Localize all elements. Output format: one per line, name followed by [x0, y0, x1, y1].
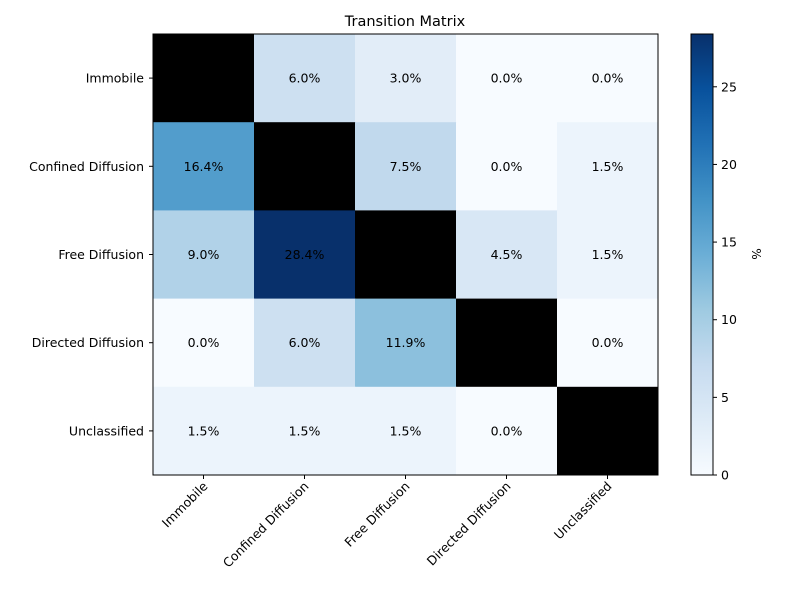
heatmap-cell: [153, 298, 255, 388]
cell-value-label: 6.0%: [289, 335, 321, 350]
y-tick-label-unclassified: Unclassified: [69, 423, 144, 438]
y-tick-label-confined-diffusion: Confined Diffusion: [29, 159, 144, 174]
y-tick-label-directed-diffusion: Directed Diffusion: [32, 335, 144, 350]
x-tick-label-free-diffusion: Free Diffusion: [341, 479, 412, 550]
heatmap-cell: [456, 210, 558, 300]
colorbar-tick-label: 0: [721, 468, 729, 483]
colorbar-ticks: 0 5 10 15 20 25: [713, 79, 737, 483]
heatmap-cell: [355, 210, 457, 300]
colorbar-label: %: [749, 248, 763, 259]
heatmap-cell: [254, 298, 356, 388]
heatmap-cell: [557, 386, 659, 476]
heatmap-cell: [456, 34, 558, 123]
cell-value-label: 11.9%: [386, 335, 426, 350]
cell-value-label: 0.0%: [188, 335, 220, 350]
heatmap-cell: [254, 210, 356, 300]
heatmap-cell: [456, 298, 558, 388]
x-tick-label-directed-diffusion: Directed Diffusion: [424, 479, 514, 569]
y-axis: Immobile Confined Diffusion Free Diffusion…: [29, 71, 153, 438]
heatmap-cell: [153, 386, 255, 476]
heatmap-cell: [153, 122, 255, 211]
heatmap-cell: [254, 122, 356, 211]
heatmap-cell: [557, 298, 659, 388]
cell-value-label: 9.0%: [188, 247, 220, 262]
cell-value-label: 1.5%: [592, 159, 624, 174]
colorbar-frame: [690, 33, 714, 476]
colorbar-gradient: [691, 34, 713, 475]
heatmap-cell-labels: 6.0% 3.0% 0.0% 0.0% 16.4% 7.5% 0.0% 1.5% 9.0% 28.…: [184, 71, 624, 439]
heatmap-cell: [355, 34, 457, 123]
cell-value-label: 0.0%: [491, 423, 523, 438]
heatmap-cell: [557, 122, 659, 211]
heatmap-cell: [355, 298, 457, 388]
cell-value-label: 3.0%: [390, 71, 422, 86]
heatmap-cells: [153, 34, 659, 476]
cell-value-label: 1.5%: [289, 423, 321, 438]
cell-value-label: 28.4%: [285, 247, 325, 262]
x-tick-label-confined-diffusion: Confined Diffusion: [220, 479, 312, 571]
heatmap-cell: [456, 122, 558, 211]
x-tick-label-immobile: Immobile: [159, 478, 211, 530]
colorbar-tick-label: 25: [721, 79, 737, 94]
colorbar-tick-label: 10: [721, 312, 737, 327]
colorbar-tick-label: 15: [721, 235, 737, 250]
heatmap-cell: [153, 34, 255, 123]
x-axis: Immobile Confined Diffusion Free Diffusion…: [159, 475, 615, 570]
heatmap-cell: [355, 386, 457, 476]
heatmap-cell: [254, 34, 356, 123]
cell-value-label: 16.4%: [184, 159, 224, 174]
cell-value-label: 0.0%: [491, 159, 523, 174]
chart-title: Transition Matrix: [344, 14, 466, 30]
cell-value-label: 1.5%: [592, 247, 624, 262]
heatmap-cell: [153, 210, 255, 300]
y-tick-label-free-diffusion: Free Diffusion: [58, 247, 144, 262]
heatmap-cell: [557, 210, 659, 300]
y-tick-label-immobile: Immobile: [86, 71, 145, 86]
colorbar: 0 5 10 15 20 25 %: [690, 33, 763, 483]
cell-value-label: 1.5%: [188, 423, 220, 438]
x-tick-label-unclassified: Unclassified: [551, 479, 615, 543]
cell-value-label: 0.0%: [592, 71, 624, 86]
cell-value-label: 0.0%: [592, 335, 624, 350]
colorbar-tick-label: 20: [721, 157, 737, 172]
cell-value-label: 7.5%: [390, 159, 422, 174]
cell-value-label: 6.0%: [289, 71, 321, 86]
heatmap-cell: [557, 34, 659, 123]
cell-value-label: 1.5%: [390, 423, 422, 438]
colorbar-tick-label: 5: [721, 390, 729, 405]
heatmap-cell: [254, 386, 356, 476]
heatmap-cell: [355, 122, 457, 211]
cell-value-label: 0.0%: [491, 71, 523, 86]
heatmap-cell: [456, 386, 558, 476]
cell-value-label: 4.5%: [491, 247, 523, 262]
